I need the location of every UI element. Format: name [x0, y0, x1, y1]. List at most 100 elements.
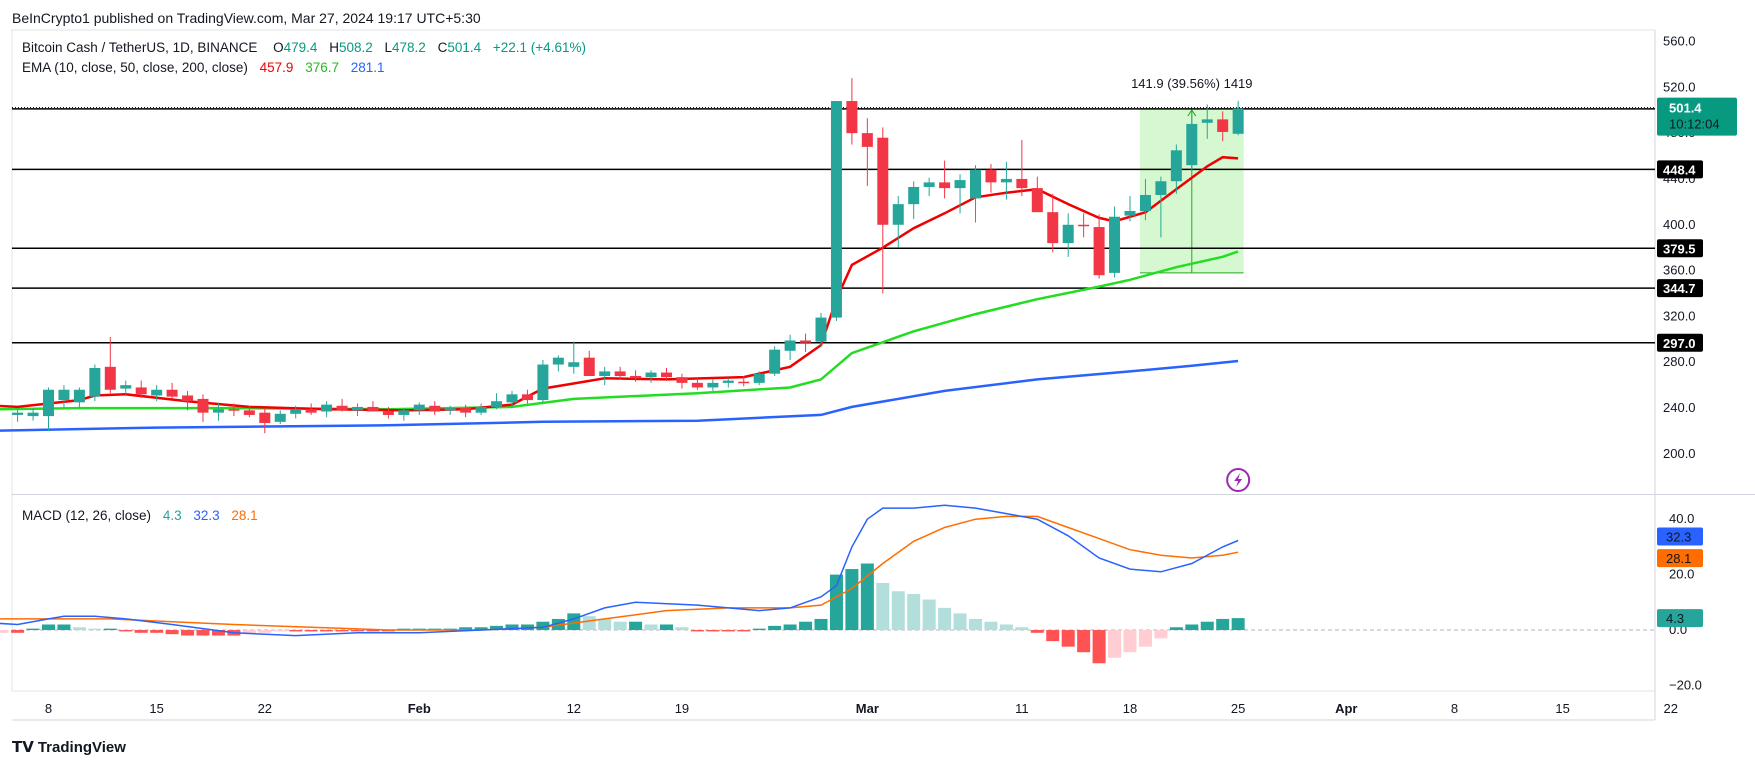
close-label: C: [437, 40, 448, 55]
candle-body: [475, 406, 487, 413]
macd-signal-line: [0, 515, 1239, 631]
macd-histogram-bar: [181, 630, 195, 636]
macd-histogram-bar: [845, 569, 859, 631]
macd-value-badge: [1657, 609, 1703, 628]
macd-histogram-bar: [88, 628, 102, 631]
time-tick-label: 18: [1123, 701, 1137, 716]
macd-histogram-bar: [1138, 630, 1152, 647]
close-value: 501.4: [447, 40, 482, 55]
candle-body: [135, 387, 147, 395]
macd-histogram-bar: [938, 607, 952, 631]
candle-body: [1031, 188, 1043, 213]
candle-body: [43, 389, 54, 417]
macd-histogram-bar: [0, 630, 9, 633]
time-tick-label: 22: [1664, 701, 1678, 716]
candle-body: [506, 394, 518, 403]
level-price-text: 448.4: [1663, 162, 1696, 177]
candle-body: [259, 412, 271, 423]
candle-body: [537, 364, 549, 401]
macd-histogram-bar: [72, 627, 86, 631]
candle-body: [1186, 123, 1198, 166]
candle-body: [861, 133, 873, 147]
candle-body: [352, 406, 363, 411]
macd-histogram-bar: [42, 624, 55, 631]
candle-body: [290, 409, 302, 414]
candle-body: [197, 398, 209, 413]
macd-histogram-bar: [922, 599, 936, 631]
candle-body: [491, 401, 503, 407]
time-tick-label: 15: [149, 701, 163, 716]
brand-text: TradingView: [37, 739, 126, 756]
level-price-text: 379.5: [1663, 241, 1696, 256]
time-tick-label: 11: [1015, 701, 1029, 716]
candle-body: [954, 180, 966, 189]
level-price-badge: [1657, 279, 1703, 298]
macd-histogram-bar: [953, 613, 967, 631]
measure-label: 141.9 (39.56%) 1419: [1131, 76, 1252, 91]
macd-histogram-bar: [103, 628, 117, 631]
macd-histogram-bar: [57, 624, 71, 631]
candle-body: [398, 410, 410, 415]
macd-title: MACD (12, 26, close): [22, 508, 152, 523]
macd-value-badge: [1657, 527, 1703, 546]
macd-value-text: 4.3: [1666, 611, 1684, 626]
time-tick-label: Apr: [1335, 701, 1357, 716]
level-price-badge: [1657, 333, 1703, 352]
candle-body: [568, 362, 580, 367]
macd-histogram-bar: [320, 630, 334, 632]
time-tick-label: 19: [675, 701, 689, 716]
ema-legend: EMA (10, close, 50, close, 200, close) 4…: [22, 60, 389, 75]
macd-histogram-bar: [165, 630, 179, 635]
change-value: +22.1 (+4.61%): [492, 40, 586, 55]
candle-body: [1124, 211, 1136, 216]
candle-body: [382, 411, 394, 415]
macd-histogram-bar: [1092, 630, 1106, 664]
tradingview-brand: 𝗧𝗩 TradingView: [12, 738, 126, 756]
macd-histogram-bar: [366, 630, 380, 632]
tradingview-logo-icon: 𝗧𝗩: [12, 739, 34, 756]
macd-histogram-bar: [706, 630, 720, 632]
macd-histogram-bar: [1015, 627, 1029, 631]
time-tick-label: 8: [1451, 701, 1458, 716]
candle-body: [707, 382, 719, 388]
candle-body: [243, 410, 255, 415]
macd-histogram-bar: [799, 621, 813, 631]
candle-body: [444, 408, 456, 411]
candle-body: [228, 409, 240, 411]
macd-histogram-bar: [567, 613, 581, 631]
candle-body: [691, 382, 703, 388]
candle-body: [1109, 216, 1121, 273]
macd-tick-label: 40.0: [1669, 511, 1694, 526]
candle-body: [460, 408, 472, 413]
candle-body: [1047, 212, 1059, 244]
candle-body: [908, 186, 920, 205]
candle-body: [73, 389, 85, 403]
current-price-badge: [1657, 97, 1737, 136]
macd-histogram-bar: [211, 630, 225, 636]
candle-body: [89, 367, 101, 397]
macd-histogram-bar: [999, 624, 1013, 631]
candle-body: [212, 409, 224, 413]
candle-body: [336, 405, 348, 411]
macd-value-badge: [1657, 549, 1703, 568]
candle-body: [970, 169, 981, 199]
candle-body: [1078, 224, 1090, 227]
macd-histogram-bar: [258, 630, 272, 633]
candle-body: [1170, 150, 1182, 182]
macd-histogram-bar: [196, 630, 210, 636]
macd-histogram-bar: [351, 630, 364, 632]
macd-legend: MACD (12, 26, close) 4.3 32.3 28.1: [22, 508, 262, 523]
ema200-value: 281.1: [350, 60, 385, 75]
current-price-text: 501.4: [1669, 101, 1702, 116]
candle-body: [1217, 119, 1229, 132]
candle-body: [1093, 227, 1105, 276]
level-price-text: 344.7: [1663, 281, 1696, 296]
ema10-value: 457.9: [259, 60, 294, 75]
candle-body: [769, 349, 781, 374]
price-tick-label: 320.0: [1663, 308, 1696, 323]
macd-histogram-bar: [768, 625, 782, 631]
macd-histogram-bar: [644, 624, 658, 631]
macd-histogram-bar: [582, 616, 596, 631]
macd-histogram-bar: [783, 624, 797, 631]
